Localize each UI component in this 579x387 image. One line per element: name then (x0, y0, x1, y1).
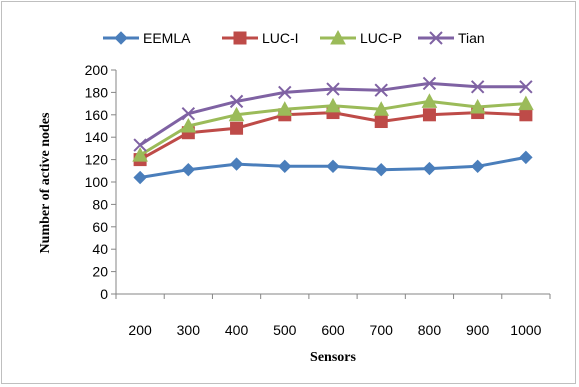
legend-label: EEMLA (143, 30, 191, 46)
data-point-luc-p (518, 95, 534, 111)
data-point-tian (519, 80, 533, 94)
data-point-luc-p (180, 117, 197, 133)
data-point-tian (229, 94, 244, 109)
x-tick-label: 600 (321, 322, 345, 338)
data-point-tian (326, 82, 340, 96)
legend-item-eemla: EEMLA (103, 30, 191, 46)
y-tick-label: 80 (92, 196, 108, 212)
legend-item-tian: Tian (418, 30, 485, 46)
legend-marker (114, 31, 128, 45)
data-point-tian (470, 80, 485, 94)
series-lines (132, 76, 534, 185)
series-line-luc-i (139, 111, 526, 161)
y-tick-label: 120 (85, 152, 109, 168)
data-point-eemla (470, 159, 485, 174)
x-tick-label: 300 (177, 322, 201, 338)
data-point-eemla (422, 161, 437, 176)
data-point-luc-i (519, 108, 533, 122)
series-luc-p (132, 93, 534, 162)
legend-marker (429, 31, 443, 45)
data-point-eemla (519, 150, 533, 165)
legend-label: Tian (458, 30, 485, 46)
data-point-luc-i (422, 108, 436, 122)
y-axis-label: Number of active nodes (38, 112, 53, 253)
x-tick-label: 900 (466, 322, 490, 338)
data-point-eemla (229, 157, 244, 171)
x-tick-label: 200 (128, 322, 152, 338)
data-point-eemla (278, 159, 292, 174)
data-point-luc-p (228, 106, 245, 122)
data-point-tian (181, 106, 196, 121)
data-point-tian (422, 76, 437, 91)
y-tick-label: 100 (85, 174, 109, 190)
series-tian (133, 76, 533, 152)
y-tick-label: 20 (92, 264, 108, 280)
data-point-eemla (374, 162, 388, 177)
data-point-luc-p (325, 97, 341, 113)
x-tick-label: 800 (418, 322, 442, 338)
legend-label: LUC-P (360, 30, 402, 46)
legend-item-luc-i: LUC-I (222, 30, 299, 46)
y-tick-label: 200 (85, 62, 109, 78)
data-point-luc-i (230, 121, 244, 135)
series-eemla (133, 150, 533, 185)
data-point-tian (374, 83, 388, 97)
y-tick-label: 180 (85, 84, 109, 100)
data-point-luc-i (374, 115, 388, 129)
data-point-eemla (181, 162, 196, 177)
y-tick-label: 0 (100, 286, 108, 302)
series-luc-i (133, 106, 533, 167)
data-point-luc-p (373, 101, 390, 116)
axes: 0 20 40 60 80 100 120 140 160 180 200 200 300 400 500 6… (85, 62, 551, 338)
data-point-luc-p (421, 93, 438, 108)
x-axis-label: Sensors (310, 350, 356, 365)
x-tick-label: 400 (225, 322, 249, 338)
x-tick-label: 500 (273, 322, 297, 338)
y-tick-label: 140 (85, 129, 109, 145)
data-point-eemla (326, 159, 340, 174)
data-point-luc-p (132, 147, 148, 162)
data-point-tian (278, 85, 292, 100)
legend-label: LUC-I (262, 30, 299, 46)
y-tick-label: 40 (92, 241, 108, 257)
x-tick-label: 1000 (510, 322, 541, 338)
data-point-luc-p (469, 98, 486, 114)
legend: EEMLA LUC-I LUC-P Tian (103, 29, 485, 46)
y-tick-label: 60 (92, 219, 108, 235)
data-point-luc-p (276, 101, 293, 116)
data-point-tian (133, 138, 147, 152)
legend-marker (330, 29, 346, 45)
x-tick-label: 700 (370, 322, 394, 338)
legend-item-luc-p: LUC-P (320, 29, 402, 46)
y-tick-label: 160 (85, 107, 109, 123)
legend-marker (233, 31, 247, 45)
data-point-eemla (133, 170, 147, 185)
